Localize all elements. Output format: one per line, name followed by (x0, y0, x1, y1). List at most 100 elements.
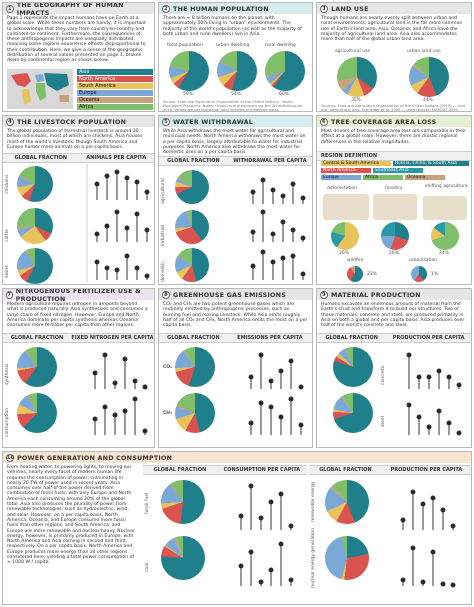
panel-geography: 1 THE GEOGRAPHY OF HUMAN IMPACTS Page 1 r… (2, 2, 155, 112)
donut-ch4 (175, 393, 215, 433)
panel-number: 10 (6, 453, 15, 462)
agriculture-illustration (423, 196, 467, 220)
donut-industrial (175, 210, 209, 244)
panel-land-use: 3 LAND USE Though humans are nearly evenl… (316, 2, 472, 112)
panel-number: 7 (6, 290, 13, 299)
world-map (7, 69, 73, 109)
panel-title: MATERIAL PRODUCTION (331, 290, 421, 299)
panel-title: POWER GENERATION AND CONSUMPTION (17, 453, 173, 462)
panel-title: THE HUMAN POPULATION (173, 4, 269, 13)
row-label-fossil-fuel: fossil fuel (145, 492, 150, 514)
sub-animals-per-capita: ANIMALS PER CAPITA (78, 153, 154, 163)
sub-fixed-nitrogen: FIXED NITROGEN PER CAPITA (70, 333, 154, 343)
subheaders: GLOBAL FRACTION WITHDRAWAL PER CAPITA (159, 156, 312, 166)
sub-global-fraction: GLOBAL FRACTION (3, 333, 71, 343)
panel-material-production: 9 MATERIAL PRODUCTION Humans excavate an … (316, 288, 472, 448)
pct-urban-land: 44% (423, 98, 434, 103)
panel-text: Humans excavate an enormous amount of ma… (321, 302, 465, 329)
region-europe: Europe (321, 175, 361, 180)
panel-header: 8 GREENHOUSE GAS EMISSIONS (159, 289, 312, 300)
panel-header: 10 POWER GENERATION AND CONSUMPTION (3, 452, 471, 463)
label-shifting-agriculture: shifting agriculture (425, 184, 468, 189)
row-label-cattle: cattle (5, 229, 10, 242)
sub-consumption-per-capita: CONSUMPTION PER CAPITA (216, 465, 307, 475)
donut-chickens (17, 166, 53, 202)
region-russia-china-south-asia: Russia, China, & South Asia (393, 161, 469, 166)
label-forestry: forestry (385, 186, 403, 191)
label-urban-dwelling: urban dwelling (216, 43, 250, 48)
pct-urban: 54% (231, 92, 242, 97)
lollipop-emissions (248, 352, 304, 435)
row-label-agricultural: agricultural (161, 178, 166, 204)
panel-nitrogen: 7 NITROGENOUS FERTILIZER USE & PRODUCTION… (2, 288, 155, 448)
pct-wildfire: 23% (367, 272, 378, 277)
panel-power: 10 POWER GENERATION AND CONSUMPTION From … (2, 451, 472, 605)
donut-deforestation (331, 222, 359, 250)
panel-header: 1 THE GEOGRAPHY OF HUMAN IMPACTS (3, 2, 154, 17)
panel-livestock: 4 THE LIVESTOCK POPULATION The global pop… (2, 115, 155, 285)
donut-forestry (381, 222, 409, 250)
row-label-domestic: domestic (161, 261, 166, 282)
panel-human-population: 2 THE HUMAN POPULATION There are ≈ 8 bill… (158, 2, 313, 112)
panel-title: GREENHOUSE GAS EMISSIONS (173, 290, 287, 299)
subheaders-production: GLOBAL FRACTION PRODUCTION PER CAPITA (309, 465, 471, 475)
donut-urbanization (411, 266, 427, 282)
region-definition: REGION DEFINITION (317, 151, 471, 161)
pct-shifting-agriculture: 24% (439, 251, 450, 256)
donut-cattle (17, 208, 53, 244)
region-southeast-asia: Southeast Asia (373, 168, 423, 173)
panel-number: 3 (320, 4, 328, 13)
panel-text: CO₂ and CH₄ are two potent greenhouse ga… (163, 302, 308, 329)
deforestation-illustration (323, 194, 369, 220)
row-label-concrete: concrete (381, 365, 386, 385)
panel-number: 5 (162, 117, 170, 126)
lollipop-nitrogen (92, 352, 148, 435)
donut-swine (17, 248, 53, 284)
panel-text: Though humans are nearly evenly split be… (321, 16, 463, 43)
panel-number: 2 (162, 4, 170, 13)
donut-urban-land-use (409, 57, 449, 97)
panel-header: 2 THE HUMAN POPULATION (159, 3, 312, 14)
region-central-south-america: Central & South America (321, 161, 391, 166)
row-label-industrial: industrial (161, 224, 166, 246)
row-label-consumption: consumption (5, 407, 10, 437)
panel-tree-coverage-loss: 6 TREE COVERAGE AREA LOSS Most drivers of… (316, 115, 472, 285)
donut-nuclear (325, 536, 369, 580)
donut-agricultural (175, 170, 209, 204)
pct-forestry: 26% (389, 251, 400, 256)
panel-source: Sources: Food and Agriculture Organizati… (321, 104, 466, 112)
subheaders: GLOBAL FRACTION ANIMALS PER CAPITA (3, 153, 154, 163)
row-label-coal: coal (145, 562, 150, 572)
row-label-co2: CO₂ (163, 365, 173, 370)
panel-title: THE LIVESTOCK POPULATION (17, 117, 127, 126)
lollipop-withdrawal (250, 177, 306, 280)
panel-title: TREE COVERAGE AREA LOSS (331, 117, 437, 126)
panel-number: 4 (6, 117, 14, 126)
subheaders: GLOBAL FRACTION PRODUCTION PER CAPITA (317, 333, 471, 343)
row-label-swine: swine (5, 265, 10, 278)
panel-header: 4 THE LIVESTOCK POPULATION (3, 116, 154, 127)
panel-header: 7 NITROGENOUS FERTILIZER USE & PRODUCTION (3, 289, 154, 303)
donut-wildfire (347, 266, 363, 282)
donut-co2 (175, 347, 215, 387)
panel-text: While Asia withdraws the most water for … (163, 129, 306, 156)
region-oceania: Oceania (405, 175, 445, 180)
panel-number: 6 (320, 117, 328, 126)
panel-text: From heating water, to powering lights, … (7, 465, 135, 566)
legend-oceania: Oceania (77, 97, 153, 103)
donut-urban-dwelling (217, 51, 257, 91)
donut-coal (161, 536, 205, 580)
row-label-chickens: chickens (5, 174, 10, 194)
panel-greenhouse-gas: 8 GREENHOUSE GAS EMISSIONS CO₂ and CH₄ ar… (158, 288, 313, 448)
donut-rural-dwelling (265, 51, 305, 91)
lollipop-consumption (238, 483, 294, 586)
donut-total-population (169, 51, 209, 91)
panel-header: 9 MATERIAL PRODUCTION (317, 289, 471, 300)
panel-title: THE GEOGRAPHY OF HUMAN IMPACTS (16, 2, 124, 17)
donut-steel (333, 393, 373, 433)
panel-source: Source: Food and Agriculture Organizatio… (163, 100, 303, 112)
donut-synthesis (17, 347, 57, 387)
panel-text: Modern agriculture requires nitrogen in … (7, 302, 148, 329)
label-agricultural-use: agricultural use (335, 49, 371, 54)
